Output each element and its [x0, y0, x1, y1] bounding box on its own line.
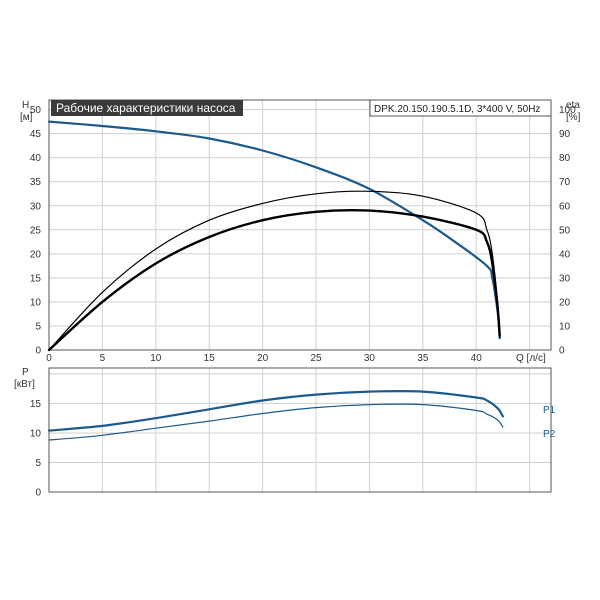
top-series — [47, 120, 501, 352]
y-left-tick-label: 5 — [35, 321, 41, 332]
x-tick-label: 30 — [364, 353, 376, 364]
y-left-tick-label: 30 — [30, 201, 42, 212]
p2-curve — [48, 403, 504, 441]
y-right-tick-label: 20 — [559, 297, 571, 308]
y-right-tick-label: 30 — [559, 273, 571, 284]
head-curve — [47, 120, 501, 340]
model-label: DPK.20.150.190.5.1D, 3*400 V, 50Hz — [374, 104, 540, 115]
x-tick-label: 10 — [150, 353, 162, 364]
x-tick-label: 20 — [257, 353, 269, 364]
series-label-p2: P2 — [543, 429, 556, 440]
y-right-label: eta — [566, 100, 580, 111]
x-tick-label: 40 — [471, 353, 483, 364]
y-left-tick-label: 45 — [30, 129, 42, 140]
model-label-box — [369, 99, 552, 117]
p1-curve — [47, 389, 504, 432]
series-label-p1: P1 — [543, 405, 556, 416]
y-left-ticks: 0 5 10 15 20 25 30 35 40 45 50 — [30, 105, 42, 356]
y-left-label: H — [22, 100, 29, 111]
y-right-tick-label: 40 — [559, 249, 571, 260]
power-y-tick-label: 15 — [30, 399, 42, 410]
y-left-tick-label: 15 — [30, 273, 42, 284]
y-right-tick-label: 50 — [559, 225, 571, 236]
power-y-tick-label: 10 — [30, 428, 42, 439]
x-tick-label: 25 — [310, 353, 322, 364]
bottom-series — [47, 389, 504, 441]
x-ticks: 0 5 10 15 20 25 30 35 40 — [46, 353, 482, 364]
power-y-ticks: 0 5 10 15 — [30, 399, 42, 499]
bottom-plot-frame — [48, 367, 552, 493]
y-left-tick-label: 40 — [30, 153, 42, 164]
x-axis-label: Q [л/с] — [516, 353, 546, 364]
y-left-unit: [м] — [20, 112, 33, 123]
head-eta-panel: Рабочие характеристики насоса DPK.20.150… — [20, 99, 581, 364]
y-left-tick-label: 25 — [30, 225, 42, 236]
chart-title-bar — [51, 100, 243, 116]
x-tick-label: 35 — [417, 353, 429, 364]
y-right-tick-label: 10 — [559, 321, 571, 332]
x-tick-label: 15 — [204, 353, 216, 364]
power-y-tick-label: 5 — [35, 458, 41, 469]
y-right-tick-label: 0 — [559, 346, 565, 357]
power-y-tick-label: 0 — [35, 488, 41, 499]
y-left-tick-label: 0 — [35, 346, 41, 357]
y-right-unit: [%] — [566, 112, 581, 123]
power-panel: P [кВт] 0 5 10 15 P1 P2 — [14, 367, 556, 499]
y-left-tick-label: 50 — [30, 105, 42, 116]
chart-title: Рабочие характеристики насоса — [56, 101, 236, 115]
efficiency-curve-thin — [48, 190, 501, 351]
y-right-tick-label: 80 — [559, 153, 571, 164]
power-axis-label: P — [22, 367, 29, 378]
y-left-tick-label: 10 — [30, 297, 42, 308]
efficiency-curve-thick — [47, 209, 501, 352]
top-grid — [48, 100, 551, 351]
y-left-tick-label: 20 — [30, 249, 42, 260]
power-axis-unit: [кВт] — [14, 379, 35, 390]
x-tick-label: 5 — [100, 353, 106, 364]
y-right-tick-label: 60 — [559, 201, 571, 212]
top-plot-frame — [48, 99, 552, 351]
bottom-grid — [48, 368, 551, 493]
y-left-tick-label: 35 — [30, 177, 42, 188]
y-right-tick-label: 70 — [559, 177, 571, 188]
x-tick-label: 0 — [46, 353, 52, 364]
y-right-tick-label: 90 — [559, 129, 571, 140]
y-right-tick-label: 100 — [559, 105, 576, 116]
y-right-ticks: 0 10 20 30 40 50 60 70 80 90 100 — [559, 105, 576, 356]
